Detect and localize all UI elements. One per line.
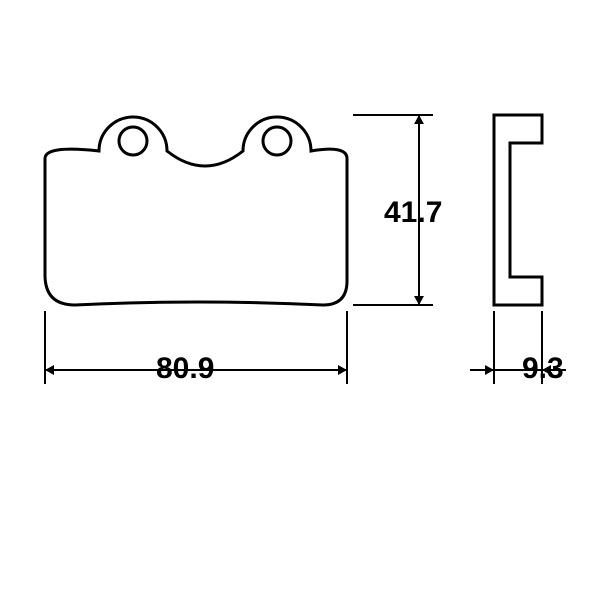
thickness-dimension-label: 9.3 xyxy=(522,352,564,386)
drawing-svg xyxy=(0,0,600,600)
height-dimension-label: 41.7 xyxy=(384,196,442,230)
width-dimension-label: 80.9 xyxy=(156,352,214,386)
technical-drawing: 80.9 41.7 9.3 xyxy=(0,0,600,600)
